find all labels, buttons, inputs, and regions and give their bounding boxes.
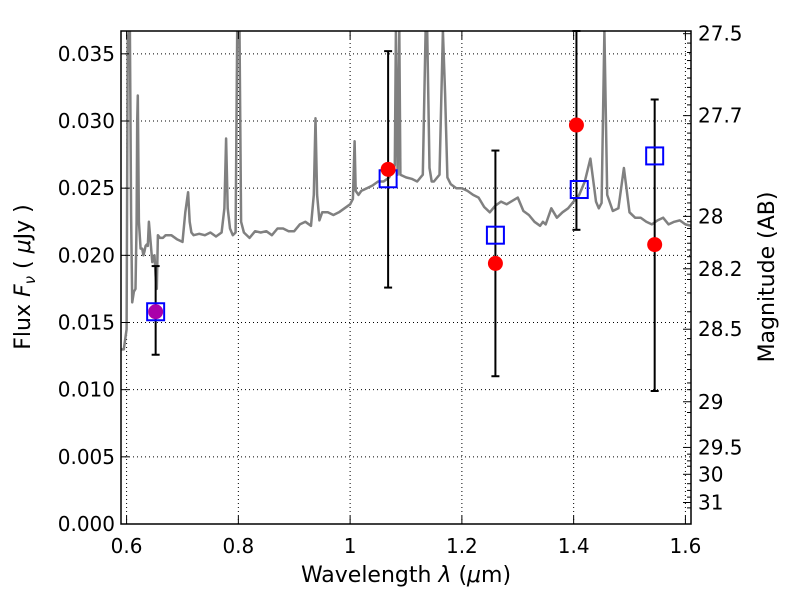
y2-tick-label: 29.5 <box>698 435 743 459</box>
x-tick-label: 0.6 <box>111 534 143 558</box>
model-photometry-square <box>645 146 665 166</box>
y-tick-label: 0.010 <box>58 378 115 402</box>
y2-tick-label: 28.2 <box>698 257 743 281</box>
measured-photometry-point <box>647 237 663 253</box>
model-photometry-square <box>485 225 505 245</box>
measured-photometry-point <box>148 304 164 320</box>
x-tick-label: 1 <box>344 534 357 558</box>
y2-tick-label: 30 <box>698 462 723 486</box>
y-tick-label: 0.020 <box>58 243 115 267</box>
y-axis-label: Flux Fν ( μJy ) <box>11 204 39 349</box>
model-spectrum-line <box>121 31 691 351</box>
y-tick-label: 0.000 <box>58 512 115 536</box>
x-axis-label: Wavelength λ (μm) <box>301 563 511 588</box>
y2-tick-label: 28.5 <box>698 317 743 341</box>
x-tick-label: 1.4 <box>558 534 590 558</box>
measured-photometry-point <box>380 161 396 177</box>
axis-ticks: 0.6 0.8 1 1.2 1.4 1.6 0.000 0.005 0.010 0.015 0.02… <box>58 22 743 558</box>
y-tick-label: 0.005 <box>58 445 115 469</box>
model-photometry-square <box>146 302 166 322</box>
y2-tick-label: 27.5 <box>698 22 743 46</box>
y2-axis-label: Magnitude (AB) <box>755 192 780 363</box>
y-tick-label: 0.030 <box>58 109 115 133</box>
measured-photometry-point <box>487 255 503 271</box>
y2-tick-label: 28 <box>698 204 723 228</box>
x-tick-label: 1.2 <box>446 534 478 558</box>
y2-tick-label: 31 <box>698 491 723 515</box>
x-tick-label: 1.6 <box>670 534 702 558</box>
measured-photometry-point <box>568 117 584 133</box>
model-photometry-square <box>569 180 589 200</box>
y-tick-label: 0.035 <box>58 42 115 66</box>
plot-series <box>121 31 691 351</box>
plot-frame <box>120 30 692 525</box>
y-tick-label: 0.015 <box>58 311 115 335</box>
y-tick-label: 0.025 <box>58 176 115 200</box>
y2-tick-label: 27.7 <box>698 104 743 128</box>
plot-markers <box>146 30 665 393</box>
y2-tick-label: 29 <box>698 390 723 414</box>
x-tick-label: 0.8 <box>222 534 254 558</box>
